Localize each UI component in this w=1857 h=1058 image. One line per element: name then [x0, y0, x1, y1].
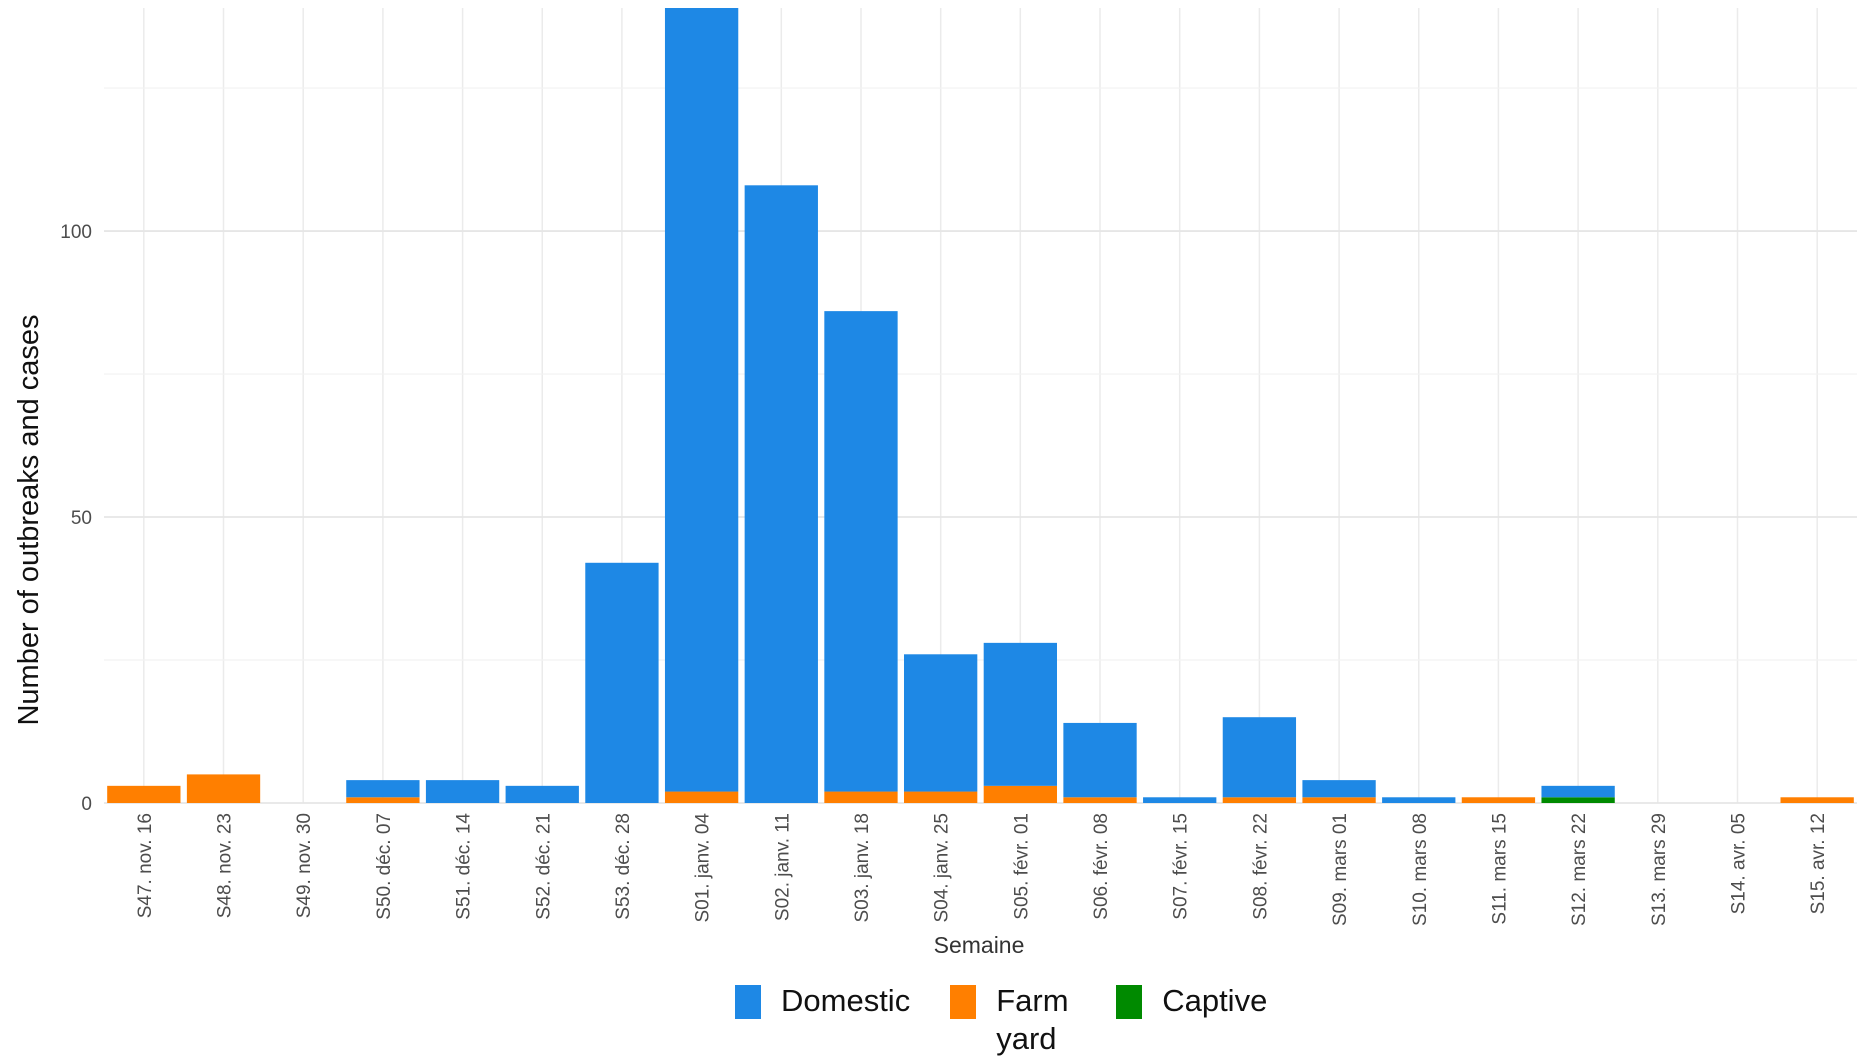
bar-domestic-s12-mars-22: [1541, 785, 1615, 798]
bar-farm-yard-s11-mars-15: [1461, 797, 1536, 803]
x-tick-label: S02. janv. 11: [772, 813, 793, 921]
bar-farm-yard-s08-f-vr-22: [1222, 797, 1297, 803]
bar-domestic-s52-d-c-21: [505, 785, 579, 803]
bar-domestic-s09-mars-01: [1302, 780, 1376, 798]
legend-swatch-farm-yard: [950, 985, 977, 1019]
x-tick-label: S50. déc. 07: [374, 813, 395, 920]
bar-captive-s12-mars-22: [1541, 797, 1615, 803]
bar-farm-yard-s05-f-vr-01: [983, 785, 1057, 803]
legend-item-captive: Captive: [1116, 982, 1267, 1020]
x-axis-ticks: S47. nov. 16 S48. nov. 23 S49. nov. 30 S50.…: [135, 813, 1829, 926]
bar-domestic-s06-f-vr-08: [1063, 722, 1137, 798]
bars: [107, 8, 1854, 804]
bar-domestic-s08-f-vr-22: [1222, 717, 1297, 798]
x-tick-label: S05. févr. 01: [1011, 813, 1032, 920]
x-tick-label: S53. déc. 28: [613, 813, 634, 920]
bar-domestic-s03-janv-18: [824, 311, 898, 792]
y-tick-label: 100: [60, 222, 92, 243]
bar-domestic-s50-d-c-07: [346, 780, 420, 798]
legend-swatch-captive: [1116, 985, 1143, 1019]
x-tick-label: S12. mars 22: [1569, 813, 1590, 926]
legend: Domestic Farm yard Captive: [735, 982, 1307, 1058]
bar-domestic-s04-janv-25: [904, 654, 978, 792]
bar-farm-yard-s50-d-c-07: [346, 797, 420, 803]
x-axis-label: Semaine: [934, 932, 1025, 958]
x-tick-label: S51. déc. 14: [454, 813, 475, 920]
x-tick-label: S09. mars 01: [1330, 813, 1351, 926]
y-axis-ticks: 0 50 100: [60, 222, 92, 815]
bar-domestic-s01-janv-04: [664, 8, 739, 792]
legend-label-captive: Captive: [1162, 983, 1268, 1018]
x-tick-label: S49. nov. 30: [294, 813, 315, 918]
x-tick-label: S10. mars 08: [1410, 813, 1431, 926]
x-tick-label: S07. févr. 15: [1171, 813, 1192, 920]
x-tick-label: S06. févr. 08: [1091, 813, 1112, 920]
bar-domestic-s53-d-c-28: [585, 562, 659, 803]
x-tick-label: S48. nov. 23: [215, 813, 236, 918]
bar-farm-yard-s06-f-vr-08: [1063, 797, 1137, 803]
x-tick-label: S11. mars 15: [1489, 813, 1510, 925]
x-tick-label: S47. nov. 16: [135, 813, 156, 918]
bar-domestic-s07-f-vr-15: [1143, 797, 1217, 803]
x-tick-label: S08. févr. 22: [1250, 813, 1271, 920]
legend-item-farm-yard: Farm yard: [950, 982, 1076, 1058]
bar-farm-yard-s47-nov-16: [107, 785, 181, 803]
bar-farm-yard-s04-janv-25: [904, 791, 978, 803]
bar-farm-yard-s03-janv-18: [824, 791, 898, 803]
bar-domestic-s02-janv-11: [744, 185, 818, 804]
x-tick-label: S04. janv. 25: [932, 813, 953, 923]
legend-label-farm-yard: Farm yard: [996, 983, 1069, 1056]
y-tick-label: 50: [71, 508, 92, 529]
legend-item-domestic: Domestic: [735, 982, 910, 1020]
legend-label-domestic: Domestic: [781, 983, 911, 1018]
bar-farm-yard-s09-mars-01: [1302, 797, 1376, 803]
x-tick-label: S03. janv. 18: [852, 813, 873, 923]
y-axis-label: Number of outbreaks and cases: [13, 314, 45, 725]
bar-domestic-s05-f-vr-01: [983, 642, 1057, 786]
grid-lines: [104, 8, 1857, 804]
x-tick-label: S13. mars 29: [1649, 813, 1670, 926]
bar-domestic-s51-d-c-14: [425, 780, 500, 803]
bar-farm-yard-s01-janv-04: [664, 791, 739, 803]
bar-domestic-s10-mars-08: [1382, 797, 1456, 803]
bar-farm-yard-s48-nov-23: [186, 774, 261, 803]
legend-swatch-domestic: [735, 985, 761, 1019]
x-tick-label: S52. déc. 21: [533, 813, 554, 920]
x-tick-label: S01. janv. 04: [693, 813, 714, 923]
y-tick-label: 0: [81, 794, 92, 815]
bar-farm-yard-s15-avr-12: [1780, 797, 1854, 803]
x-tick-label: S15. avr. 12: [1808, 813, 1829, 914]
x-tick-label: S14. avr. 05: [1728, 813, 1749, 914]
